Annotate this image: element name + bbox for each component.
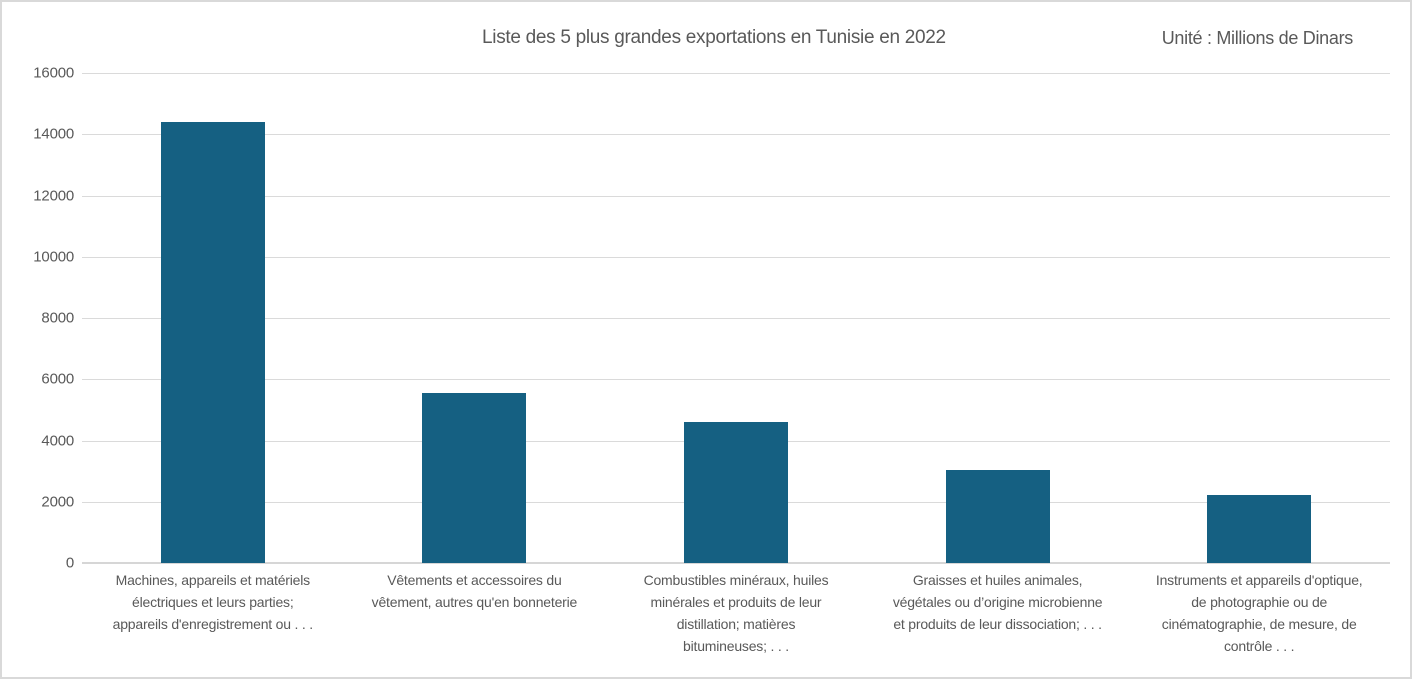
bar <box>1207 495 1312 563</box>
y-tick-label: 10000 <box>33 248 74 266</box>
y-tick-label: 6000 <box>41 370 74 388</box>
x-category-label: Combustibles minéraux, huiles minérales … <box>643 572 829 654</box>
plot-area <box>82 73 1390 564</box>
gridline <box>82 134 1390 136</box>
bar <box>945 469 1050 563</box>
gridline <box>82 195 1390 197</box>
x-category-label: Vêtements et accessoires du vêtement, au… <box>371 572 578 610</box>
bar <box>422 392 527 563</box>
y-tick-label: 16000 <box>33 64 74 82</box>
bar <box>160 122 265 563</box>
x-axis-line <box>82 562 1390 564</box>
y-tick-label: 14000 <box>33 125 74 143</box>
y-tick-label: 2000 <box>41 493 74 511</box>
x-category-label: Graisses et huiles animales, végétales o… <box>892 572 1103 632</box>
x-category-label: Instruments et appareils d'optique, de p… <box>1155 572 1363 654</box>
gridline <box>82 256 1390 258</box>
y-axis: 0 2000 4000 6000 8000 10000 12000 14000 16000 <box>2 65 74 572</box>
bar <box>684 421 788 563</box>
gridline <box>82 318 1390 319</box>
y-tick-label: 4000 <box>41 432 74 449</box>
x-category-label: Machines, appareils et matériels électri… <box>112 572 314 632</box>
gridline <box>82 379 1390 381</box>
chart-title: Liste des 5 plus grandes exportations en… <box>482 27 946 48</box>
y-tick-label: 12000 <box>33 187 74 204</box>
y-tick-label: 8000 <box>41 309 74 327</box>
y-tick-label: 0 <box>65 554 74 572</box>
gridline <box>82 73 1390 74</box>
unit-label: Unité : Millions de Dinars <box>1161 28 1354 48</box>
